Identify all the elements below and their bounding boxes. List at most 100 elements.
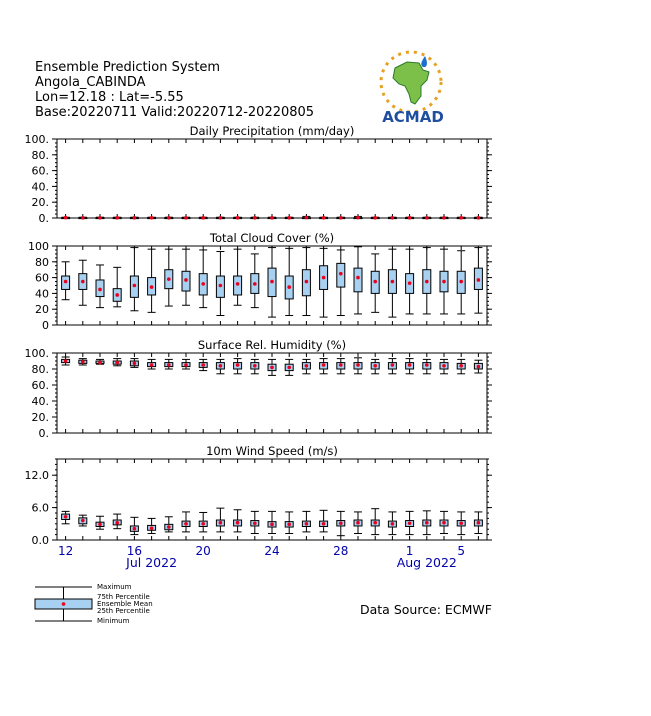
y-tick-label-0-3: 60. — [32, 165, 50, 178]
mean-marker-1-0 — [63, 279, 68, 284]
mean-marker-3-11 — [253, 521, 257, 526]
y-tick-label-2-5: 100. — [25, 347, 50, 360]
mean-marker-2-1 — [81, 360, 85, 364]
mean-marker-1-17 — [356, 275, 360, 280]
header-line-dates: Base:20220711 Valid:20220712-20220805 — [35, 105, 315, 120]
legend-label-p25: 25th Percentile — [97, 607, 150, 615]
month-label-0: Jul 2022 — [125, 555, 177, 570]
header-line-coordinates: Lon=12.18 : Lat=-5.55 — [35, 90, 184, 105]
mean-marker-0-16 — [339, 215, 343, 220]
mean-marker-2-9 — [218, 364, 223, 368]
mean-marker-2-20 — [407, 363, 412, 367]
mean-marker-3-15 — [321, 522, 326, 526]
y-tick-label-1-0: 0 — [42, 319, 49, 332]
mean-marker-1-1 — [81, 279, 85, 284]
mean-marker-2-4 — [132, 361, 137, 366]
mean-marker-1-6 — [167, 277, 171, 281]
mean-marker-2-22 — [442, 364, 446, 368]
mean-marker-0-10 — [235, 215, 240, 220]
month-label-1: Aug 2022 — [397, 555, 457, 570]
mean-marker-2-15 — [321, 363, 326, 367]
mean-marker-3-4 — [132, 526, 137, 531]
mean-marker-3-19 — [390, 522, 395, 526]
mean-marker-1-9 — [218, 283, 223, 288]
y-tick-label-2-4: 80. — [32, 363, 50, 376]
mean-marker-3-6 — [167, 525, 171, 529]
mean-marker-1-19 — [390, 279, 395, 284]
mean-marker-1-8 — [201, 282, 205, 286]
mean-marker-0-23 — [459, 215, 464, 220]
mean-marker-1-10 — [235, 282, 240, 286]
legend-label-minimum: Minimum — [97, 617, 130, 625]
panel-title-2: Surface Rel. Humidity (%) — [198, 338, 346, 352]
mean-marker-3-18 — [373, 520, 378, 525]
y-tick-label-3-0: 0.0 — [32, 534, 50, 547]
mean-marker-0-14 — [304, 215, 309, 220]
x-tick-label-4: 28 — [333, 544, 348, 558]
mean-marker-2-24 — [476, 364, 481, 369]
panel-title-1: Total Cloud Cover (%) — [209, 231, 334, 245]
x-tick-label-1: 16 — [127, 544, 142, 558]
mean-marker-1-21 — [425, 279, 429, 284]
mean-marker-3-12 — [270, 522, 274, 527]
mean-marker-1-5 — [149, 285, 154, 289]
mean-marker-3-1 — [81, 518, 85, 523]
y-tick-label-0-1: 20. — [32, 196, 50, 209]
mean-marker-2-3 — [115, 360, 119, 365]
y-tick-label-1-4: 80 — [35, 256, 49, 269]
mean-marker-1-22 — [442, 279, 446, 284]
mean-marker-3-5 — [149, 526, 154, 530]
mean-marker-3-13 — [287, 522, 292, 527]
x-tick-label-3: 24 — [264, 544, 279, 558]
mean-marker-2-2 — [98, 360, 102, 365]
mean-marker-1-14 — [304, 279, 309, 284]
mean-marker-3-17 — [356, 520, 360, 525]
mean-marker-1-4 — [132, 283, 137, 288]
legend-mean-marker — [61, 602, 66, 606]
mean-marker-0-4 — [132, 215, 137, 220]
mean-marker-0-9 — [218, 215, 223, 220]
mean-marker-3-0 — [63, 514, 68, 519]
y-tick-label-1-2: 40 — [35, 287, 49, 300]
mean-marker-1-7 — [184, 278, 188, 282]
mean-marker-2-16 — [339, 363, 343, 367]
mean-marker-0-19 — [390, 215, 395, 220]
y-tick-label-2-2: 40. — [32, 395, 50, 408]
y-tick-label-1-5: 100 — [28, 240, 49, 253]
y-tick-label-2-1: 20. — [32, 411, 50, 424]
mean-marker-1-13 — [287, 285, 292, 289]
mean-marker-0-8 — [201, 215, 205, 220]
mean-marker-1-16 — [339, 271, 343, 276]
mean-marker-0-21 — [425, 215, 429, 220]
mean-marker-3-10 — [235, 520, 240, 525]
legend-label-p75: 75th Percentile — [97, 593, 150, 601]
mean-marker-1-2 — [98, 287, 102, 292]
mean-marker-2-6 — [167, 363, 171, 367]
mean-marker-0-1 — [81, 215, 85, 220]
mean-marker-0-20 — [407, 215, 412, 220]
mean-marker-3-16 — [339, 521, 343, 526]
logo-text: ACMAD — [382, 108, 444, 125]
y-tick-label-0-2: 40. — [32, 180, 50, 193]
y-tick-label-3-1: 6.0 — [32, 502, 50, 515]
header-line-location: Angola_CABINDA — [35, 75, 146, 90]
mean-marker-2-13 — [287, 365, 292, 370]
mean-marker-2-18 — [373, 364, 378, 368]
mean-marker-0-18 — [373, 215, 378, 220]
mean-marker-2-5 — [149, 363, 154, 367]
panel-frame-0 — [56, 138, 488, 219]
mean-marker-0-24 — [476, 215, 481, 220]
mean-marker-0-6 — [167, 215, 171, 220]
mean-marker-3-14 — [304, 522, 309, 526]
mean-marker-3-8 — [201, 522, 205, 526]
mean-marker-2-8 — [201, 363, 205, 367]
legend-label-maximum: Maximum — [97, 583, 132, 591]
mean-marker-0-12 — [270, 215, 274, 220]
y-tick-label-2-3: 60. — [32, 379, 50, 392]
mean-marker-0-22 — [442, 215, 446, 220]
iqr-box-1-17 — [353, 267, 363, 293]
mean-marker-0-2 — [98, 215, 102, 220]
header-line-system: Ensemble Prediction System — [35, 60, 221, 75]
sun-rays-icon — [379, 50, 443, 114]
mean-marker-2-23 — [459, 364, 464, 368]
